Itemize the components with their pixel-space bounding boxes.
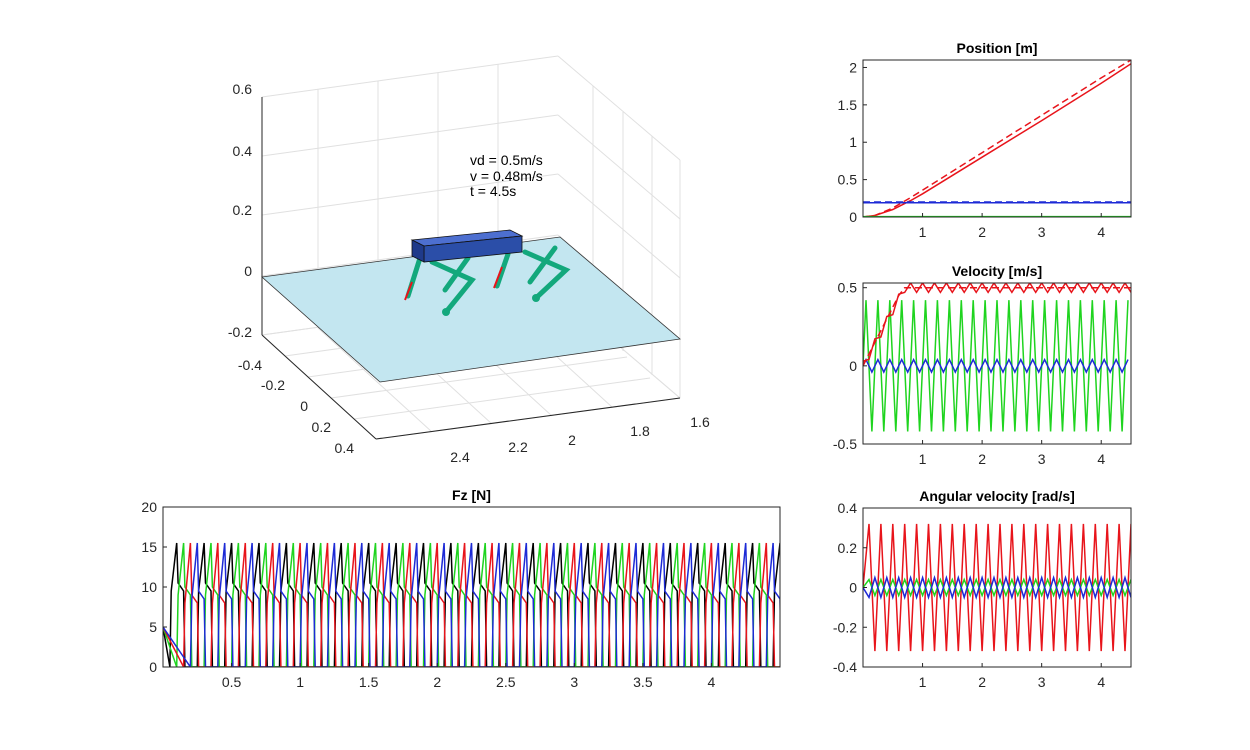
x-tick-label: 1.8 <box>630 423 650 439</box>
x-tick-label: 2 <box>568 432 576 448</box>
y-tick-label: 5 <box>149 619 157 635</box>
x-tick-label: 2.4 <box>450 449 470 465</box>
series-line <box>163 542 780 667</box>
series-line <box>863 357 1129 374</box>
z-tick-label: -0.2 <box>228 324 252 340</box>
position-plot: 1 2 3 4 0 0.5 1 1.5 2 Position [m] <box>838 40 1132 240</box>
y-tick-label: -0.4 <box>238 357 262 373</box>
x-tick-label: 2.2 <box>508 439 528 455</box>
foot-marker <box>442 308 450 316</box>
z-tick-label: 0 <box>244 263 252 279</box>
x-tick-label: 4 <box>1097 224 1105 240</box>
x-tick-label: 1 <box>296 674 304 690</box>
y-tick-label: 0.4 <box>838 500 858 516</box>
x-tick-label: 1.5 <box>359 674 379 690</box>
velocity-plot: 1 2 3 4 -0.5 0 0.5 Velocity [m/s] <box>833 263 1132 467</box>
robot-body <box>410 229 524 263</box>
y-tick-label: 0.4 <box>335 440 355 456</box>
y-tick-label: 0 <box>849 580 857 596</box>
y-tick-labels: -0.4 -0.2 0 0.2 0.4 <box>238 357 354 456</box>
x-tick-label: 0.5 <box>222 674 242 690</box>
plot-title: Position [m] <box>957 40 1038 56</box>
y-tick-label: 1 <box>849 134 857 150</box>
z-tick-labels: 0.6 0.4 0.2 0 -0.2 <box>228 81 252 340</box>
series-group <box>863 523 1131 652</box>
plot-title: Fz [N] <box>452 487 491 503</box>
x-tick-label: 1 <box>919 224 927 240</box>
series-line <box>163 542 780 667</box>
series-line <box>163 542 780 667</box>
y-tick-label: 10 <box>141 579 157 595</box>
y-tick-label: 2 <box>849 59 857 75</box>
x-tick-label: 3 <box>570 674 578 690</box>
x-tick-label: 3 <box>1038 674 1046 690</box>
y-tick-label: 1.5 <box>838 97 858 113</box>
x-tick-label: 3.5 <box>633 674 653 690</box>
y-axis <box>261 334 377 440</box>
series-line <box>863 60 1131 217</box>
series-line <box>163 542 780 667</box>
x-tick-label: 2.5 <box>496 674 516 690</box>
x-axis <box>375 397 681 440</box>
y-tick-label: 0 <box>149 659 157 675</box>
x-tick-label: 1 <box>919 451 927 467</box>
y-tick-label: 0 <box>849 358 857 374</box>
scene-3d: 0.6 0.4 0.2 0 -0.2 -0.4 -0.2 0 0.2 0.4 2… <box>228 55 710 465</box>
plot-area <box>863 60 1131 217</box>
series-line <box>863 63 1131 217</box>
z-tick-label: 0.2 <box>233 202 253 218</box>
x-tick-label: 4 <box>1097 674 1105 690</box>
x-tick-label: 3 <box>1038 224 1046 240</box>
x-tick-label: 4 <box>708 674 716 690</box>
y-tick-label: 0.5 <box>838 280 858 296</box>
foot-force-arrows <box>404 266 503 301</box>
y-tick-label: 0.2 <box>312 419 332 435</box>
x-tick-label: 1 <box>919 674 927 690</box>
y-tick-label: 0.5 <box>838 172 858 188</box>
y-tick-label: 20 <box>141 499 157 515</box>
series-group <box>863 283 1131 432</box>
y-tick-label: 0 <box>300 398 308 414</box>
ground-plane <box>261 236 681 383</box>
series-line <box>863 574 1131 601</box>
axes-frame <box>862 282 1132 445</box>
y-tick-label: -0.2 <box>261 377 285 393</box>
x-tick-label: 2 <box>978 674 986 690</box>
fz-plot: 0.5 1 1.5 2 2.5 3 3.5 4 0 5 10 15 20 Fz [N] <box>141 487 781 690</box>
axes-frame <box>862 59 1132 218</box>
y-tick-label: -0.4 <box>833 659 857 675</box>
y-tick-label: -0.5 <box>833 436 857 452</box>
plot-title: Angular velocity [rad/s] <box>919 488 1075 504</box>
plot-title: Velocity [m/s] <box>952 263 1042 279</box>
x-tick-label: 4 <box>1097 451 1105 467</box>
x-tick-label: 3 <box>1038 451 1046 467</box>
annotation-line: t = 4.5s <box>470 183 516 199</box>
y-tick-label: 0.2 <box>838 540 858 556</box>
series-group <box>163 542 780 667</box>
foot-marker <box>532 294 540 302</box>
velocity-annotation: vd = 0.5m/s v = 0.48m/s t = 4.5s <box>470 152 543 199</box>
x-tick-label: 1.6 <box>690 414 710 430</box>
x-tick-label: 2 <box>978 451 986 467</box>
annotation-line: vd = 0.5m/s <box>470 152 543 168</box>
angular-velocity-plot: 1 2 3 4 -0.4 -0.2 0 0.2 0.4 Angular velocity [rad… <box>833 488 1132 690</box>
x-tick-label: 2 <box>978 224 986 240</box>
annotation-line: v = 0.48m/s <box>470 168 543 184</box>
z-tick-label: 0.6 <box>233 81 253 97</box>
x-tick-labels: 2.4 2.2 2 1.8 1.6 <box>450 414 710 465</box>
y-tick-label: 15 <box>141 539 157 555</box>
y-tick-label: 0 <box>849 209 857 225</box>
y-tick-label: -0.2 <box>833 619 857 635</box>
z-tick-label: 0.4 <box>233 143 253 159</box>
series-line <box>863 286 1131 367</box>
series-line <box>863 283 1131 366</box>
x-tick-label: 2 <box>433 674 441 690</box>
